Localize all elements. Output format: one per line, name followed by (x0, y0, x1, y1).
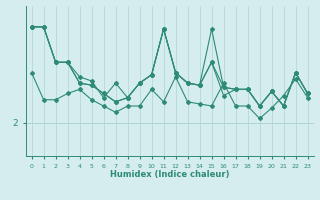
X-axis label: Humidex (Indice chaleur): Humidex (Indice chaleur) (110, 170, 229, 179)
